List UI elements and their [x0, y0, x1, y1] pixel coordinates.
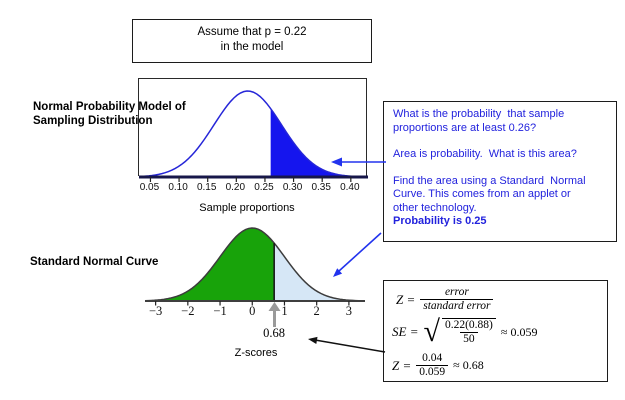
question-line4: Find the area using a Standard Normal	[393, 174, 586, 187]
question-line1: What is the probability that sample	[393, 108, 565, 120]
sampling-distribution-plot	[138, 90, 369, 182]
assumption-line1: Assume that p = 0.22	[197, 26, 307, 38]
standard-normal-region-0	[145, 228, 275, 301]
formula-z-denominator: standard error	[420, 299, 494, 313]
formula-se-denominator: 50	[460, 332, 478, 346]
sampling-distribution-tick-label: 0.05	[139, 182, 160, 193]
sampling-distribution-tick-label: 0.10	[168, 182, 188, 193]
formula-z2-lhs: Z =	[392, 357, 412, 373]
standard-normal-tick-label: 0	[249, 304, 256, 318]
sampling-distribution-tick-label: 0.15	[196, 182, 217, 193]
formula-box: Z = error standard error SE = √ 0.22(0.8…	[383, 280, 608, 382]
sampling-distribution-curve	[138, 90, 369, 178]
formula-se-numerator: 0.22(0.88)	[444, 319, 493, 331]
formula-z2-numerator: 0.04	[422, 352, 443, 364]
sampling-distribution-region-0	[270, 108, 368, 177]
standard-normal-tick-label: 1	[281, 304, 288, 318]
standard-normal-region-1	[274, 243, 365, 301]
formula-se-lhs: SE =	[392, 324, 419, 339]
sample-proportions-label: Sample proportions	[199, 202, 295, 214]
question-gap	[393, 135, 607, 148]
sampling-distribution-tick-label: 0.30	[282, 182, 303, 193]
standard-normal-tick-label: −3	[148, 304, 163, 318]
probability-answer: Probability is 0.25	[393, 215, 487, 227]
standard-normal-tick-label: 3	[345, 304, 353, 318]
standard-normal-plot	[144, 227, 366, 306]
formula-z-numerator: error	[444, 286, 469, 298]
question-line3: Area is probability. What is this area?	[393, 148, 577, 160]
sampling-distribution-tick-label: 0.40	[340, 182, 360, 193]
question-line2: proportions are at least 0.26?	[393, 121, 537, 134]
formula-z-fraction: error standard error	[420, 286, 494, 313]
formula-z2-fraction: 0.04 0.059	[416, 352, 449, 379]
formula-se-result: ≈ 0.059	[500, 324, 538, 339]
formula-row-se: SE = √ 0.22(0.88) 50 ≈ 0.059	[392, 315, 538, 348]
question-line5: Curve. This comes from an applet or	[393, 188, 571, 200]
sampling-distribution-tick-label: 0.35	[311, 182, 331, 193]
assumption-box: Assume that p = 0.22 in the model	[132, 19, 372, 63]
formula-row-z2: Z = 0.04 0.059 ≈ 0.68	[392, 352, 484, 379]
standard-normal-chart	[144, 225, 366, 307]
formula-z2-result: ≈ 0.68	[453, 358, 484, 372]
z-scores-label: Z-scores	[234, 347, 278, 359]
sampling-distribution-tick-label: 0.25	[254, 182, 274, 193]
standard-normal-tick-label: −2	[181, 304, 195, 318]
standard-normal-tick-label: 2	[313, 304, 320, 318]
formula-z2-denominator: 0.059	[416, 365, 449, 379]
standard-normal-tick-label: −1	[213, 304, 227, 318]
formula-row-z: Z = error standard error	[396, 286, 494, 313]
formula-se-fraction: 0.22(0.88) 50	[441, 318, 496, 346]
sampling-distribution-tick-label: 0.20	[225, 182, 246, 193]
chart1-heading: Normal Probability Model of Sampling Dis…	[33, 100, 186, 128]
z-value-label: 0.68	[263, 326, 285, 340]
sampling-distribution-chart	[138, 78, 369, 182]
standard-normal-curve	[144, 227, 366, 302]
question-gap	[393, 162, 607, 175]
assumption-line2: in the model	[220, 41, 284, 53]
chart1-heading-line2: Sampling Distribution	[33, 115, 153, 127]
question-box: What is the probability that sample prop…	[383, 101, 617, 242]
formula-z-lhs: Z =	[396, 291, 416, 307]
chart1-heading-line1: Normal Probability Model of	[33, 101, 186, 113]
question-line6: other technology.	[393, 201, 477, 214]
radical-sign: √	[423, 315, 440, 348]
chart2-heading: Standard Normal Curve	[30, 256, 159, 268]
